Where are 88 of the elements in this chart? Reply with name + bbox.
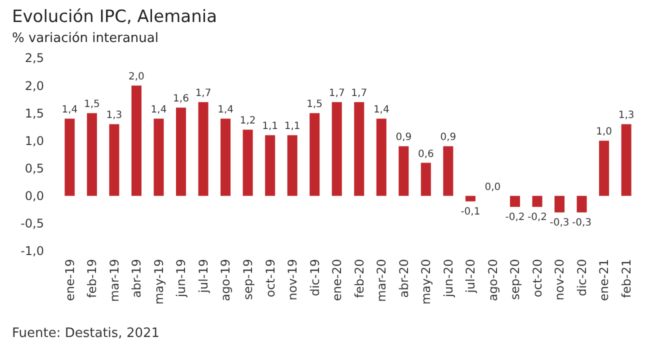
- x-tick-label: oct-19: [263, 259, 278, 298]
- source-note: Fuente: Destatis, 2021: [12, 326, 160, 341]
- data-label: 1,4: [62, 104, 78, 116]
- data-label: -0,3: [572, 217, 592, 228]
- y-tick-label: -1,0: [20, 244, 44, 258]
- chart-subtitle: % variación interanual: [12, 31, 158, 46]
- data-label: 1,3: [106, 110, 122, 122]
- x-tick-label: may-19: [152, 259, 166, 305]
- data-label: 0,9: [396, 132, 412, 144]
- x-tick-label: dic-19: [308, 259, 322, 296]
- x-tick-label: nov-19: [286, 259, 300, 300]
- bar: [154, 118, 164, 196]
- x-tick-label: mar-20: [374, 259, 389, 302]
- bar: [398, 146, 409, 196]
- bar: [420, 162, 431, 196]
- bar: [198, 102, 208, 196]
- y-tick-label: 0,5: [24, 161, 44, 176]
- x-tick-label: oct-20: [530, 259, 544, 298]
- data-label: 1,0: [596, 126, 612, 138]
- data-label: 1,6: [173, 94, 189, 105]
- x-tick-label: may-20: [419, 259, 434, 305]
- bar: [265, 135, 276, 196]
- bar: [532, 196, 542, 207]
- bar: [376, 118, 386, 196]
- x-tick-label: sep-19: [241, 259, 256, 300]
- bar: [354, 102, 364, 196]
- bar: [287, 135, 298, 196]
- bar: [332, 102, 342, 196]
- data-label: -0,3: [550, 217, 570, 228]
- bar: [64, 118, 75, 196]
- y-tick-label: 1,0: [24, 134, 44, 148]
- x-tick-label: feb-21: [620, 259, 634, 298]
- x-tick-label: jun-20: [441, 259, 456, 298]
- data-label: 1,4: [218, 104, 234, 116]
- bar: [176, 108, 186, 196]
- data-label: 1,5: [84, 99, 100, 110]
- bar: [599, 140, 610, 196]
- data-label: 1,5: [306, 99, 323, 110]
- x-tick-label: feb-20: [352, 259, 366, 298]
- x-tick-label: dic-20: [574, 259, 589, 296]
- data-label: -0,2: [527, 212, 548, 223]
- bar: [310, 113, 320, 196]
- bar: [621, 124, 632, 196]
- x-tick-label: ene-21: [597, 259, 612, 301]
- x-tick-label: abr-20: [396, 259, 411, 298]
- data-label: 0,6: [418, 148, 434, 160]
- x-tick-label: jul-19: [196, 259, 210, 294]
- x-tick-label: ene-19: [62, 259, 77, 301]
- bar: [86, 113, 97, 196]
- y-tick-label: -0,5: [20, 216, 44, 231]
- x-tick-label: jun-19: [174, 259, 188, 298]
- data-label: 0,0: [484, 182, 501, 193]
- x-tick-label: sep-20: [508, 259, 522, 300]
- bar: [131, 86, 142, 196]
- y-tick-label: 0,0: [24, 189, 44, 204]
- bar: [443, 146, 454, 196]
- data-label: 1,3: [618, 110, 634, 122]
- x-tick-label: ago-19: [218, 259, 233, 302]
- y-tick-label: 2,0: [24, 78, 44, 93]
- data-label: 1,1: [284, 121, 300, 132]
- chart-title: Evolución IPC, Alemania: [12, 7, 217, 27]
- data-label: 1,7: [195, 88, 212, 100]
- data-label: 1,1: [262, 121, 278, 132]
- data-label: -0,1: [460, 206, 480, 218]
- bar: [554, 196, 565, 212]
- x-tick-label: ago-20: [486, 259, 500, 302]
- x-tick-label: abr-19: [130, 259, 144, 298]
- bar: [465, 196, 476, 202]
- bar: [510, 196, 520, 207]
- x-tick-label: ene-20: [330, 259, 344, 301]
- bar: [576, 196, 587, 212]
- y-tick-label: 2,5: [24, 51, 44, 66]
- y-tick-label: 1,5: [24, 106, 44, 120]
- x-tick-label: mar-19: [107, 259, 122, 302]
- bar: [220, 118, 231, 196]
- bar: [109, 124, 120, 196]
- bar: [242, 130, 253, 196]
- x-tick-label: feb-19: [85, 259, 100, 298]
- data-label: 1,4: [150, 104, 167, 116]
- data-label: 1,2: [240, 116, 256, 127]
- data-label: 2,0: [128, 72, 144, 83]
- data-label: 1,4: [373, 104, 390, 116]
- data-label: -0,2: [505, 212, 525, 223]
- data-label: 1,7: [328, 88, 345, 100]
- data-label: 1,7: [351, 88, 368, 100]
- data-label: 0,9: [440, 132, 456, 144]
- x-tick-label: nov-20: [552, 259, 567, 300]
- x-tick-label: jul-20: [464, 259, 478, 294]
